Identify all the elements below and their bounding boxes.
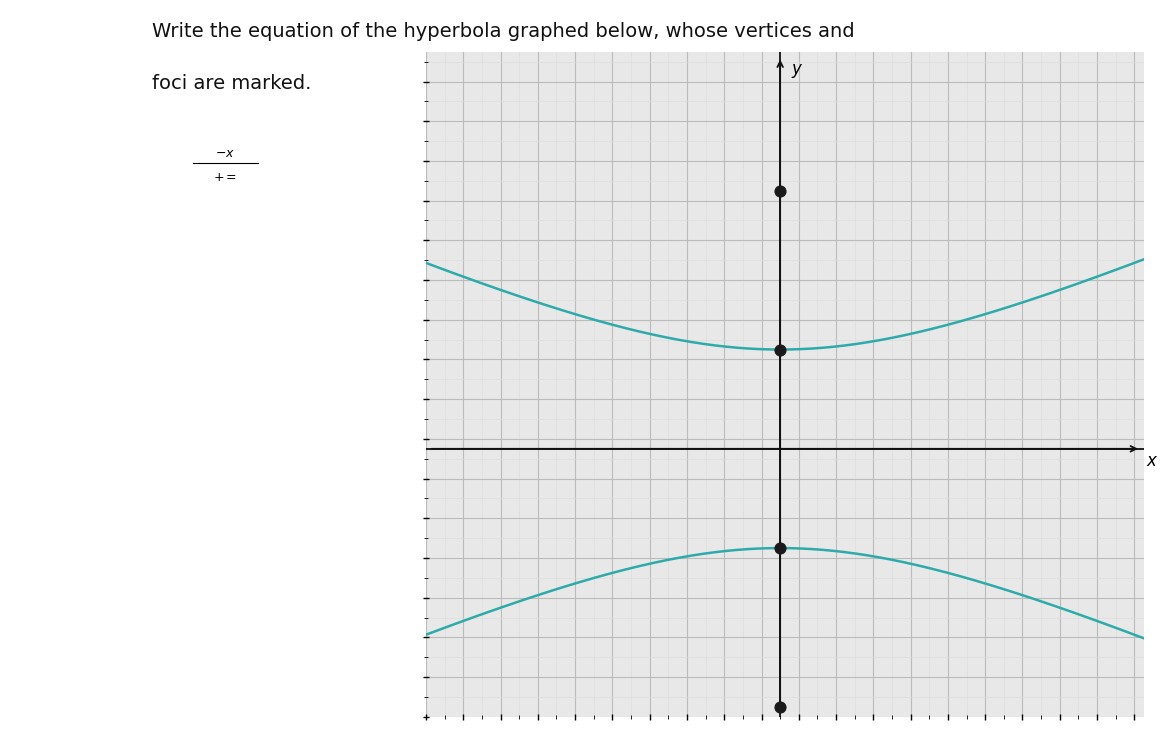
Point: [771, 701, 790, 713]
Point: [771, 185, 790, 197]
Text: x: x: [1146, 452, 1156, 470]
Point: [771, 542, 790, 554]
Text: $-x$: $-x$: [215, 147, 236, 160]
Text: Write the equation of the hyperbola graphed below, whose vertices and: Write the equation of the hyperbola grap…: [152, 22, 854, 41]
Text: foci are marked.: foci are marked.: [152, 74, 312, 93]
FancyBboxPatch shape: [148, 124, 319, 201]
Text: $+=$: $+=$: [214, 171, 237, 184]
Text: y: y: [791, 60, 802, 78]
Point: [771, 344, 790, 355]
